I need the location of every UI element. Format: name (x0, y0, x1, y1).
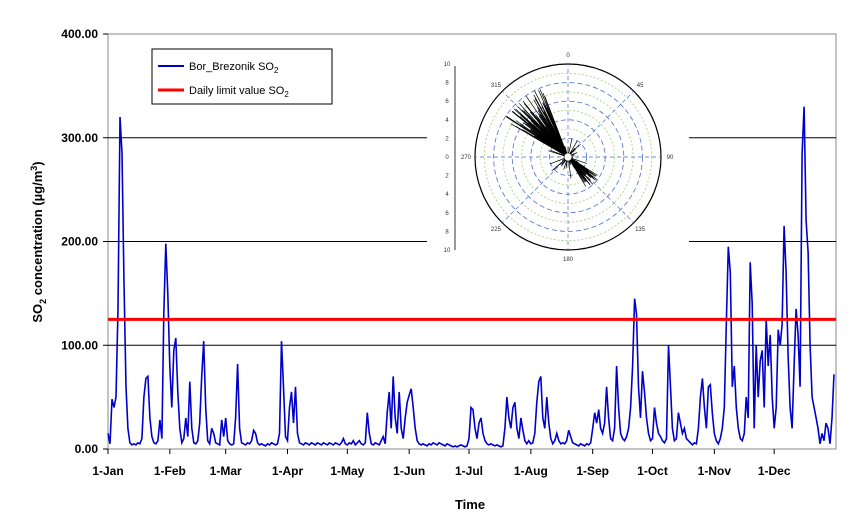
x-axis-title: Time (455, 497, 485, 512)
polar-ring (511, 100, 625, 214)
x-tick-label: 1-Dec (758, 464, 791, 478)
legend: Bor_Brezonik SO2 Daily limit value SO2 (151, 48, 333, 105)
x-tick-label: 1-Mar (210, 464, 242, 478)
y-axis-title-rest: concentration (µg/m (30, 171, 45, 299)
polar-radial-label: 6 (445, 99, 449, 105)
polar-angle-label: 270 (461, 155, 472, 161)
polar-radial-label: 0 (445, 155, 449, 161)
polar-radial-label: 2 (445, 174, 449, 180)
legend-label-limit-main: Daily limit value SO (189, 85, 285, 97)
y-axis-title-sub: 2 (38, 299, 48, 304)
polar-radial-label: 8 (445, 81, 449, 87)
polar-angle-label: 225 (491, 227, 502, 233)
polar-radial-label: 4 (445, 192, 449, 198)
polar-radial-labels: 10 8 6 4 2 0 2 4 6 8 10 (444, 62, 451, 254)
legend-label-so2: Bor_Brezonik SO2 (189, 61, 279, 75)
y-tick-label: 0.00 (75, 442, 99, 456)
polar-radial-label: 4 (445, 118, 449, 124)
polar-ray (533, 120, 569, 158)
polar-ring (521, 110, 615, 204)
y-axis-ticks: 0.00 100.00 200.00 300.00 400.00 (61, 27, 108, 456)
polar-spoke (501, 156, 569, 224)
polar-radial-label: 8 (445, 229, 449, 235)
x-tick-label: 1-Oct (637, 464, 668, 478)
series-line-bor-brezonik (107, 106, 835, 448)
polar-spokes (475, 64, 661, 250)
polar-ray (567, 156, 591, 186)
x-tick-label: 1-Apr (272, 464, 304, 478)
x-tick-label: 1-Nov (698, 464, 732, 478)
polar-radial-label: 10 (444, 62, 451, 68)
y-tick-label: 100.00 (61, 338, 98, 352)
x-tick-label: 1-Jun (393, 464, 425, 478)
polar-angle-labels: 0 45 90 135 180 225 270 315 (461, 53, 674, 263)
polar-ray (530, 129, 569, 158)
polar-center (563, 152, 573, 162)
polar-ray (567, 156, 598, 176)
legend-label-limit-sub: 2 (284, 90, 289, 99)
legend-label-so2-sub: 2 (274, 66, 279, 75)
polar-ring (493, 82, 643, 232)
polar-angle-label: 315 (491, 83, 502, 89)
y-axis-title-main: SO (30, 304, 45, 323)
y-axis-title-sup: 3 (29, 166, 39, 171)
y-tick-label: 300.00 (61, 131, 98, 145)
polar-angle-label: 0 (566, 53, 570, 59)
polar-angle-label: 135 (635, 227, 646, 233)
polar-ring (483, 72, 653, 242)
legend-box (151, 48, 333, 105)
polar-inset: 10 8 6 4 2 0 2 4 6 8 10 0 45 90 135 180 225 270 315 (427, 50, 689, 264)
x-tick-label: 1-Jul (455, 464, 483, 478)
polar-radial-label: 2 (445, 136, 449, 142)
polar-ring (549, 137, 588, 176)
legend-label-limit: Daily limit value SO2 (189, 85, 289, 99)
legend-label-so2-main: Bor_Brezonik SO (189, 61, 274, 73)
x-tick-label: 1-May (330, 464, 364, 478)
x-tick-label: 1-Sep (576, 464, 609, 478)
y-tick-label: 200.00 (61, 235, 98, 249)
polar-ray (549, 126, 569, 158)
polar-angle-label: 45 (637, 83, 644, 89)
polar-angle-label: 180 (563, 257, 574, 263)
polar-spoke (567, 90, 635, 158)
x-tick-label: 1-Jan (92, 464, 123, 478)
polar-angle-label: 90 (667, 155, 674, 161)
polar-ring (539, 128, 597, 186)
x-axis-ticks: 1-Jan 1-Feb 1-Mar 1-Apr 1-May 1-Jun 1-Jul 1-Aug… (92, 449, 791, 478)
y-tick-label: 400.00 (61, 27, 98, 41)
polar-ray (547, 131, 569, 158)
polar-rays (505, 89, 598, 187)
x-tick-label: 1-Aug (514, 464, 548, 478)
x-tick-label: 1-Feb (154, 464, 186, 478)
polar-radial-label: 6 (445, 211, 449, 217)
y-axis-title-end: ) (30, 161, 45, 165)
y-axis-title: SO2 concentration (µg/m3) (29, 161, 48, 322)
polar-radial-label: 10 (444, 248, 451, 254)
polar-ray (538, 89, 569, 158)
polar-ray (515, 125, 569, 158)
